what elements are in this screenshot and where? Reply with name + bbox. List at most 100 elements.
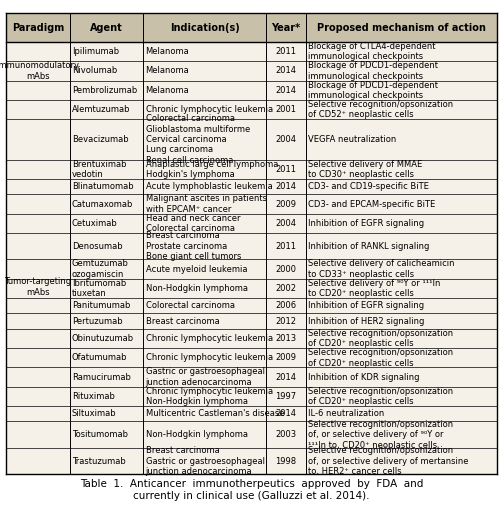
Text: 1998: 1998 xyxy=(275,456,296,465)
Text: Bevacizumab: Bevacizumab xyxy=(72,135,128,144)
Text: Chronic lymphocytic leukemia: Chronic lymphocytic leukemia xyxy=(145,105,273,114)
Text: Breast carcinoma
Prostate carcinoma
Bone giant cell tumors: Breast carcinoma Prostate carcinoma Bone… xyxy=(145,231,241,261)
Text: Non-Hodgkin lymphoma: Non-Hodgkin lymphoma xyxy=(145,284,247,293)
Text: Nivolumab: Nivolumab xyxy=(72,67,117,75)
Text: Denosumab: Denosumab xyxy=(72,242,123,250)
Text: Acute myeloid leukemia: Acute myeloid leukemia xyxy=(145,265,247,274)
Text: Pertuzumab: Pertuzumab xyxy=(72,316,123,325)
Text: Ramucirumab: Ramucirumab xyxy=(72,373,131,381)
Text: CD3- and CD19-specific BiTE: CD3- and CD19-specific BiTE xyxy=(307,182,429,191)
Text: Selective delivery of calicheamicin
to CD33⁺ neoplastic cells: Selective delivery of calicheamicin to C… xyxy=(307,259,454,279)
Text: Head and neck cancer
Colorectal carcinoma: Head and neck cancer Colorectal carcinom… xyxy=(145,214,240,233)
Text: Inhibition of HER2 signaling: Inhibition of HER2 signaling xyxy=(307,316,424,325)
Text: Multicentric Castleman's disease: Multicentric Castleman's disease xyxy=(145,409,284,418)
Text: 2014: 2014 xyxy=(275,182,296,191)
Text: Acute lymphoblastic leukemia: Acute lymphoblastic leukemia xyxy=(145,182,272,191)
Text: Selective recognition/opsonization
of CD20⁺ neoplastic cells: Selective recognition/opsonization of CD… xyxy=(307,329,453,348)
Bar xyxy=(70,279,497,298)
Bar xyxy=(70,100,497,119)
Text: Inhibition of RANKL signaling: Inhibition of RANKL signaling xyxy=(307,242,429,250)
Text: IL-6 neutralization: IL-6 neutralization xyxy=(307,409,384,418)
Text: Proposed mechanism of action: Proposed mechanism of action xyxy=(317,23,486,32)
Text: Chronic lymphocytic leukemia: Chronic lymphocytic leukemia xyxy=(145,334,273,343)
Text: Year*: Year* xyxy=(271,23,300,32)
Text: Selective recognition/opsonization
of, or selective delivery of ⁹⁰Y or
¹¹¹In to,: Selective recognition/opsonization of, o… xyxy=(307,420,453,450)
Bar xyxy=(70,387,497,406)
Bar xyxy=(70,313,497,329)
Text: Selective recognition/opsonization
of CD20⁺ neoplastic cells: Selective recognition/opsonization of CD… xyxy=(307,348,453,367)
Text: Non-Hodgkin lymphoma: Non-Hodgkin lymphoma xyxy=(145,430,247,439)
Text: 2014: 2014 xyxy=(275,67,296,75)
Bar xyxy=(70,160,497,179)
Text: 2001: 2001 xyxy=(275,105,296,114)
Text: Ibritumomab
tiuxetan: Ibritumomab tiuxetan xyxy=(72,279,126,298)
Bar xyxy=(70,194,497,214)
Text: Catumaxomab: Catumaxomab xyxy=(72,200,133,209)
Text: Inhibition of EGFR signaling: Inhibition of EGFR signaling xyxy=(307,219,424,228)
Text: 2011: 2011 xyxy=(275,242,296,250)
Text: 2004: 2004 xyxy=(275,219,296,228)
Bar xyxy=(6,42,70,100)
Text: 2011: 2011 xyxy=(275,47,296,56)
Text: Colorectal carcinoma
Glioblastoma multiforme
Cervical carcinoma
Lung carcinoma
R: Colorectal carcinoma Glioblastoma multif… xyxy=(145,114,250,165)
Bar xyxy=(6,100,70,474)
Bar xyxy=(70,81,497,100)
Text: 2013: 2013 xyxy=(275,334,296,343)
Text: Indication(s): Indication(s) xyxy=(170,23,240,32)
Text: Obinutuzumab: Obinutuzumab xyxy=(72,334,134,343)
Bar xyxy=(70,259,497,279)
Text: Selective delivery of MMAE
to CD30⁺ neoplastic cells: Selective delivery of MMAE to CD30⁺ neop… xyxy=(307,160,422,179)
Text: Rituximab: Rituximab xyxy=(72,392,115,401)
Text: VEGFA neutralization: VEGFA neutralization xyxy=(307,135,396,144)
Text: 1997: 1997 xyxy=(275,392,296,401)
Text: Blockage of PDCD1-dependent
immunological checkpoints: Blockage of PDCD1-dependent immunologica… xyxy=(307,61,438,81)
Text: Brentuximab
vedotin: Brentuximab vedotin xyxy=(72,160,126,179)
Text: Melanoma: Melanoma xyxy=(145,86,189,95)
Bar xyxy=(70,421,497,448)
Bar xyxy=(70,348,497,367)
Text: Melanoma: Melanoma xyxy=(145,47,189,56)
Bar xyxy=(70,406,497,421)
Text: Breast carcinoma: Breast carcinoma xyxy=(145,316,219,325)
Text: Chronic lymphocytic leukemia: Chronic lymphocytic leukemia xyxy=(145,353,273,362)
Text: Gemtuzumab
ozogamiscin: Gemtuzumab ozogamiscin xyxy=(72,259,129,279)
Text: Inhibition of EGFR signaling: Inhibition of EGFR signaling xyxy=(307,301,424,310)
Text: Paradigm: Paradigm xyxy=(12,23,64,32)
Text: Table  1.  Anticancer  immunotherpeutics  approved  by  FDA  and
currently in cl: Table 1. Anticancer immunotherpeutics ap… xyxy=(80,479,423,501)
Text: CD3- and EPCAM-specific BiTE: CD3- and EPCAM-specific BiTE xyxy=(307,200,435,209)
Bar xyxy=(70,329,497,348)
Text: Blockage of CTLA4-dependent
immunological checkpoints: Blockage of CTLA4-dependent immunologica… xyxy=(307,42,435,61)
Text: Gastric or gastroesophageal
junction adenocarcinoma: Gastric or gastroesophageal junction ade… xyxy=(145,367,265,387)
Bar xyxy=(70,179,497,194)
Bar xyxy=(70,42,497,61)
Text: Ofatumumab: Ofatumumab xyxy=(72,353,127,362)
Text: Alemtuzumab: Alemtuzumab xyxy=(72,105,130,114)
Text: 2009: 2009 xyxy=(275,200,296,209)
Text: 2012: 2012 xyxy=(275,316,296,325)
Text: Immunomodulatory
mAbs: Immunomodulatory mAbs xyxy=(0,61,79,81)
Text: Chronic lymphocytic leukemia
Non-Hodgkin lymphoma: Chronic lymphocytic leukemia Non-Hodgkin… xyxy=(145,387,273,406)
Bar xyxy=(70,61,497,81)
Text: Colorectal carcinoma: Colorectal carcinoma xyxy=(145,301,234,310)
Text: Tositumomab: Tositumomab xyxy=(72,430,128,439)
Bar xyxy=(70,367,497,387)
Text: Malignant ascites in patients
with EPCAM⁺ cancer: Malignant ascites in patients with EPCAM… xyxy=(145,194,267,214)
Text: Trastuzumab: Trastuzumab xyxy=(72,456,126,465)
Bar xyxy=(6,13,497,42)
Text: 2002: 2002 xyxy=(275,284,296,293)
Text: 2014: 2014 xyxy=(275,409,296,418)
Text: Ipilimumab: Ipilimumab xyxy=(72,47,119,56)
Text: 2003: 2003 xyxy=(275,430,296,439)
Bar xyxy=(70,233,497,259)
Text: Blinatumomab: Blinatumomab xyxy=(72,182,133,191)
Text: 2014: 2014 xyxy=(275,373,296,381)
Bar xyxy=(70,298,497,313)
Text: Blockage of PDCD1-dependent
immunological checkpoints: Blockage of PDCD1-dependent immunologica… xyxy=(307,81,438,100)
Text: Breast carcinoma
Gastric or gastroesophageal
junction adenocarcinoma: Breast carcinoma Gastric or gastroesopha… xyxy=(145,446,265,476)
Bar xyxy=(70,448,497,474)
Text: Anaplastic large cell lymphoma
Hodgkin's lymphoma: Anaplastic large cell lymphoma Hodgkin's… xyxy=(145,160,278,179)
Bar xyxy=(70,214,497,233)
Text: Selective delivery of ⁹⁰Y or ¹¹¹In
to CD20⁺ neoplastic cells: Selective delivery of ⁹⁰Y or ¹¹¹In to CD… xyxy=(307,279,440,298)
Text: Agent: Agent xyxy=(91,23,123,32)
Text: Siltuximab: Siltuximab xyxy=(72,409,117,418)
